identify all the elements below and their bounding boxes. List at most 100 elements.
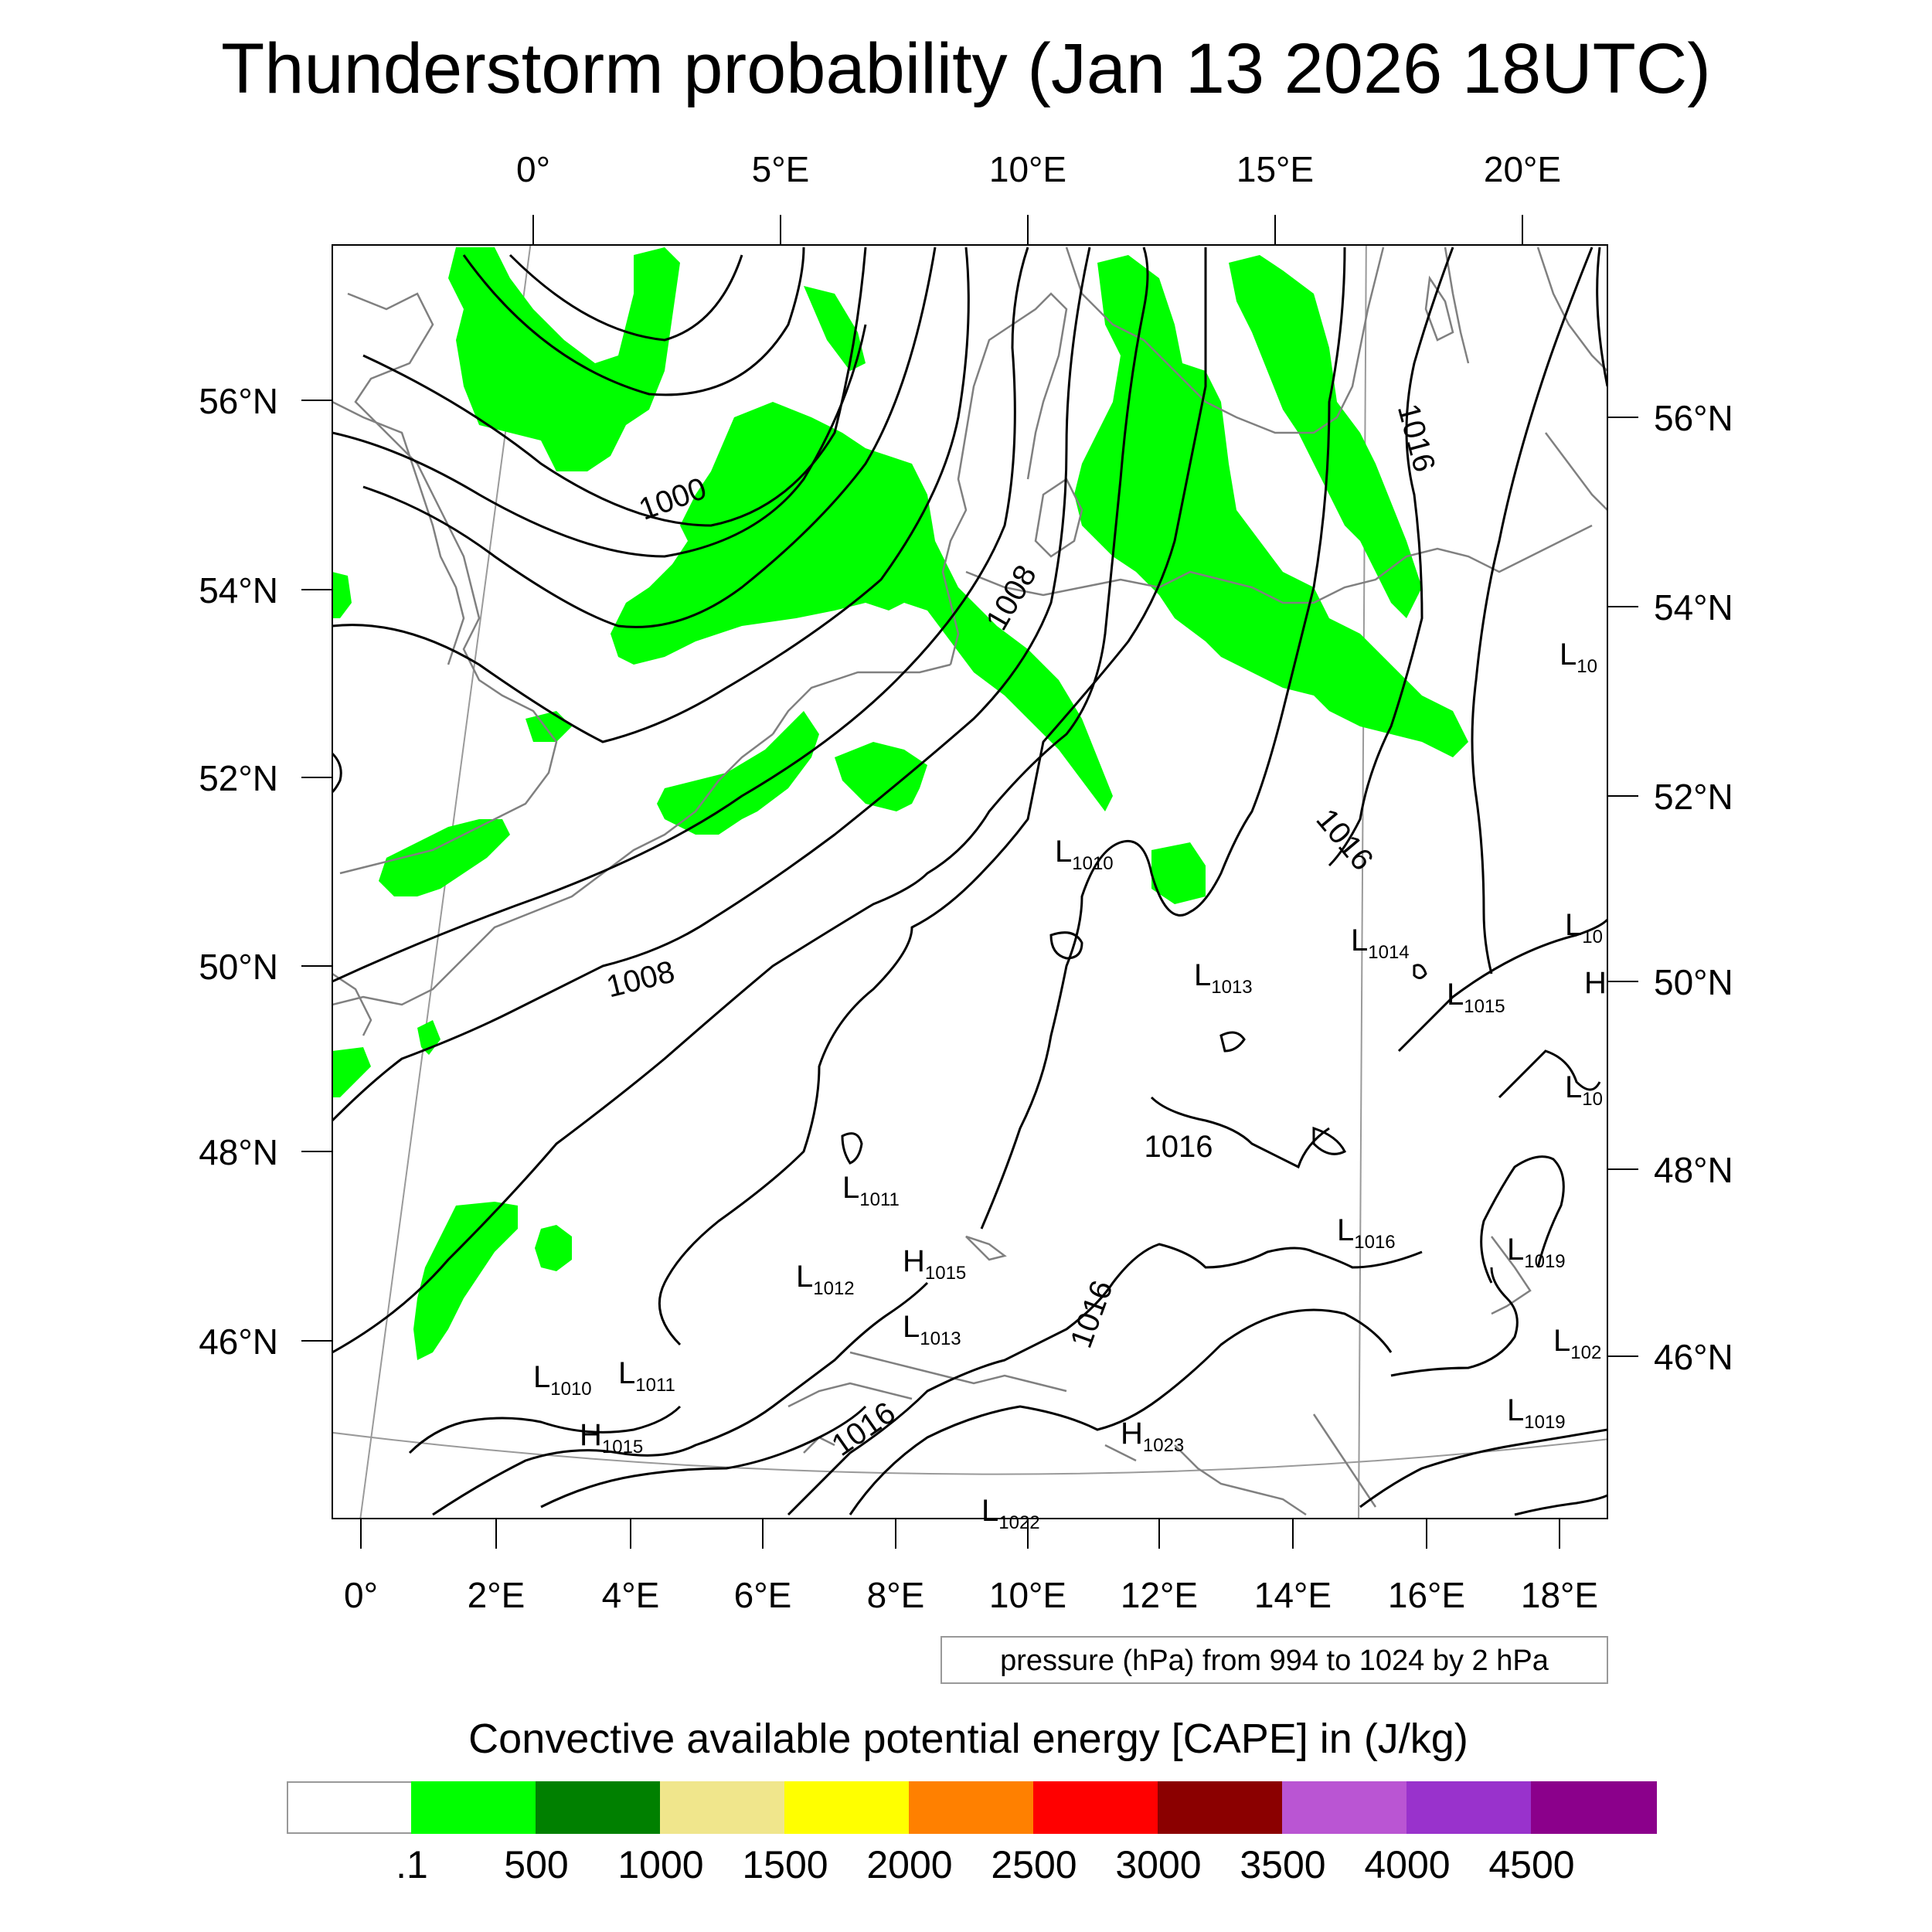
isobar-1002 xyxy=(362,247,937,628)
lake-constance xyxy=(965,1235,1007,1261)
legend-swatch xyxy=(411,1781,537,1834)
lon-label: 15°E xyxy=(1236,149,1314,189)
legend-label: 1000 xyxy=(617,1843,703,1886)
lat-label: 56°N xyxy=(1654,398,1733,438)
legend-swatch xyxy=(1406,1781,1532,1834)
pressure-center: L10 xyxy=(1565,1070,1603,1110)
isobar-994 xyxy=(509,253,743,342)
legend-swatch xyxy=(1158,1781,1284,1834)
isobar-1016-central xyxy=(1150,1096,1330,1169)
legend-label: 3500 xyxy=(1240,1843,1325,1886)
top-axis: 0° 5°E 10°E 15°E 20°E xyxy=(516,149,1561,245)
legend-swatch xyxy=(536,1781,662,1834)
cape-region-channel-east xyxy=(804,286,866,371)
lat-label: 48°N xyxy=(199,1132,278,1172)
border-hungary xyxy=(1491,1236,1532,1315)
pressure-center: L1010 xyxy=(1055,835,1114,874)
pressure-note-text: pressure (hPa) from 994 to 1024 by 2 hPa xyxy=(1000,1645,1549,1677)
lon-label: 14°E xyxy=(1254,1575,1332,1615)
pressure-centers: L1010 L1013 L1014 L1015 L1011 L1012 H101… xyxy=(533,638,1607,1533)
cape-regions xyxy=(332,247,1468,1360)
cape-region-belgium xyxy=(835,742,927,811)
legend-label: 4000 xyxy=(1364,1843,1450,1886)
cape-region-baltic-east xyxy=(1229,255,1422,618)
isobar-1014-sw xyxy=(432,1281,929,1516)
lon-label: 2°E xyxy=(468,1575,526,1615)
map-area: 1000 1008 1008 1016 1016 1016 1016 1016 … xyxy=(332,244,1608,1533)
legend-label: 4500 xyxy=(1488,1843,1574,1886)
map-frame xyxy=(332,244,1608,1519)
cape-region-normandy xyxy=(332,1047,371,1097)
pressure-center: H xyxy=(1584,966,1607,1000)
pressure-center: H1015 xyxy=(580,1418,643,1458)
coast-denmark xyxy=(941,292,1068,665)
legend-swatch xyxy=(1531,1781,1657,1834)
isobar-small-5 xyxy=(1312,1126,1347,1155)
lat-label: 46°N xyxy=(199,1321,278,1362)
pressure-center: L10 xyxy=(1565,908,1603,947)
isobars xyxy=(332,247,1607,1516)
lon-label: 6°E xyxy=(734,1575,792,1615)
legend-label: 3000 xyxy=(1115,1843,1201,1886)
isobar-1012-sw xyxy=(408,1405,682,1454)
left-axis: 56°N 54°N 52°N 50°N 48°N 46°N xyxy=(199,381,332,1362)
lat-label: 50°N xyxy=(1654,962,1733,1002)
isobar-1016-north xyxy=(1328,247,1454,867)
lon-label: 0° xyxy=(516,149,550,189)
legend: Convective available potential energy [C… xyxy=(287,1716,1657,1886)
map-title: Thunderstorm probability (Jan 13 2026 18… xyxy=(221,29,1711,108)
pressure-center: L1016 xyxy=(1337,1213,1396,1253)
pressure-center: L1022 xyxy=(981,1494,1040,1533)
coast-gotland xyxy=(1424,275,1454,342)
lat-label: 50°N xyxy=(199,947,278,987)
lat-label: 54°N xyxy=(1654,587,1733,628)
isobar-1016-se xyxy=(1390,1267,1519,1377)
isobar-1012 xyxy=(658,247,1207,1346)
lat-label: 48°N xyxy=(1654,1150,1733,1190)
legend-swatch xyxy=(1282,1781,1408,1834)
pressure-center: L1019 xyxy=(1507,1393,1566,1433)
lon-label: 10°E xyxy=(989,149,1066,189)
coast-baltic-states xyxy=(1545,432,1607,511)
right-axis: 56°N 54°N 52°N 50°N 48°N 46°N xyxy=(1607,398,1733,1377)
isobar-1000 xyxy=(332,324,867,558)
pressure-center: L1015 xyxy=(1447,978,1505,1017)
isobar-1014 xyxy=(980,247,1346,1230)
isobar-small-3 xyxy=(841,1132,863,1165)
isobar-small-2 xyxy=(1219,1031,1246,1053)
coast-france-north xyxy=(332,733,774,1006)
isobar-far-se xyxy=(1514,1494,1607,1516)
isobar-1018-alps xyxy=(849,1308,1393,1515)
lon-label: 18°E xyxy=(1521,1575,1598,1615)
isobar-996 xyxy=(462,247,805,396)
isobar-998 xyxy=(362,247,867,527)
coast-netherlands xyxy=(771,663,951,735)
coast-france-brittany xyxy=(332,972,372,1036)
lon-label: 10°E xyxy=(989,1575,1066,1615)
legend-label: 2500 xyxy=(991,1843,1077,1886)
legend-label: 500 xyxy=(504,1843,568,1886)
lon-label: 16°E xyxy=(1388,1575,1465,1615)
isobar-1018-east xyxy=(1397,918,1607,1053)
pressure-center: L1012 xyxy=(796,1260,855,1299)
pressure-center: L102 xyxy=(1553,1324,1601,1363)
isobar-1019-east xyxy=(1480,1155,1565,1284)
isobar-1008 xyxy=(332,247,1091,1122)
parallel-45n xyxy=(332,1431,1607,1475)
legend-title: Convective available potential energy [C… xyxy=(468,1716,1468,1762)
cape-region-poland-north xyxy=(1151,842,1206,904)
pressure-center: L1019 xyxy=(1507,1233,1566,1272)
pressure-center: L1011 xyxy=(618,1356,675,1396)
coast-britain-inner xyxy=(332,400,465,665)
isobar-small-1 xyxy=(1049,931,1083,960)
pressure-center: L1014 xyxy=(1351,923,1410,963)
isobar-1016-sw xyxy=(540,1405,867,1509)
lon-label: 4°E xyxy=(602,1575,660,1615)
legend-swatch xyxy=(784,1781,910,1834)
lat-label: 56°N xyxy=(199,381,278,421)
cape-region-brittany xyxy=(332,572,352,618)
isobar-1004 xyxy=(332,247,970,743)
isobar-1020-north xyxy=(1596,247,1607,387)
coast-britain-east xyxy=(339,292,558,875)
